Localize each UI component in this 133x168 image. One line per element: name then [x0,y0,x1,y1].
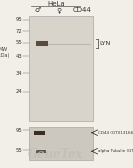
Bar [29,127,93,160]
Text: LYN: LYN [99,41,110,46]
Text: alpha Tubulin (GTX102979): alpha Tubulin (GTX102979) [98,149,133,153]
Text: ♂: ♂ [34,7,40,13]
Bar [29,16,93,121]
Text: CD44: CD44 [73,7,92,13]
Text: GeneTex: GeneTex [28,148,84,161]
Text: 95: 95 [16,17,23,22]
Text: 34: 34 [16,71,23,76]
Text: ♀: ♀ [56,7,61,13]
Text: 55: 55 [16,148,23,153]
Bar [36,150,45,153]
Bar [34,131,45,135]
Text: MW
(kDa): MW (kDa) [0,47,10,58]
Text: 43: 43 [16,54,23,59]
Text: 24: 24 [16,89,23,94]
Text: 55: 55 [16,40,23,45]
Text: 72: 72 [16,29,23,34]
Text: HeLa: HeLa [47,1,65,7]
Text: CD44 (GTX131669): CD44 (GTX131669) [98,131,133,135]
Bar [36,41,48,46]
Text: 95: 95 [16,128,23,133]
